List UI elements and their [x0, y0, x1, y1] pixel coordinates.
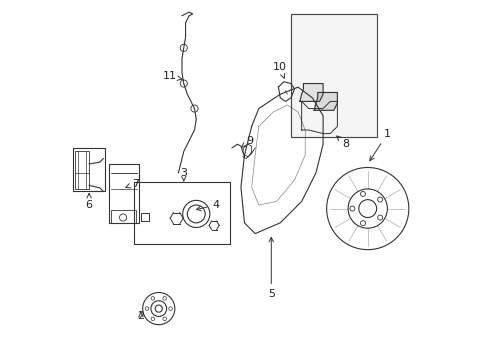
Bar [108, 164, 139, 223]
Bar [141, 213, 148, 221]
Text: 6: 6 [85, 194, 92, 210]
Polygon shape [299, 84, 323, 102]
Bar [290, 14, 376, 137]
Text: 5: 5 [267, 238, 274, 299]
Text: 8: 8 [336, 136, 349, 149]
Text: 10: 10 [273, 63, 286, 78]
Text: 1: 1 [369, 129, 390, 161]
Bar [134, 182, 230, 244]
Text: 3: 3 [180, 168, 187, 181]
Bar [73, 148, 105, 191]
Polygon shape [313, 93, 337, 111]
Bar [75, 152, 89, 189]
Bar [290, 14, 376, 137]
Text: 2: 2 [137, 311, 144, 321]
Text: 4: 4 [196, 200, 219, 211]
Text: 11: 11 [162, 71, 182, 81]
Text: 9: 9 [241, 136, 253, 148]
Bar [110, 210, 135, 223]
Text: 7: 7 [125, 179, 139, 189]
